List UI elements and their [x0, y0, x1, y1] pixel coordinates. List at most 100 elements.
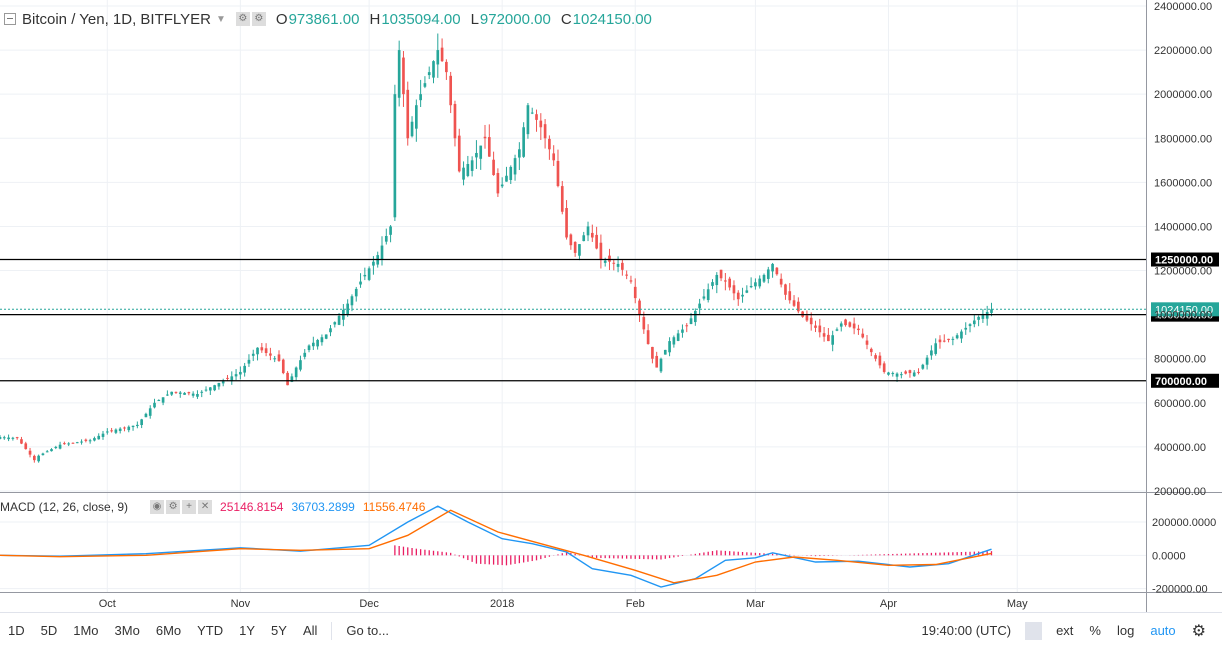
- candle-body: [779, 278, 783, 285]
- level-price-label: 700000.00: [1155, 376, 1207, 388]
- candle-body: [509, 166, 513, 180]
- candle-body: [363, 274, 367, 277]
- range-6mo-button[interactable]: 6Mo: [155, 623, 182, 638]
- candle-body: [951, 338, 955, 340]
- gear-icon[interactable]: ⚙: [1191, 622, 1206, 640]
- toolbar-divider: [331, 621, 333, 640]
- candle-body: [535, 114, 538, 120]
- candle-body: [706, 289, 710, 301]
- time-tick-label: Nov: [231, 598, 251, 610]
- candle-body: [676, 333, 680, 341]
- range-3mo-button[interactable]: 3Mo: [114, 623, 140, 638]
- candle-body: [384, 236, 388, 242]
- candle-body: [436, 50, 440, 65]
- auto-toggle[interactable]: auto: [1150, 623, 1176, 638]
- candle-body: [655, 355, 659, 368]
- time-tick-label: Dec: [359, 598, 379, 610]
- candle-body: [148, 408, 152, 416]
- plus-icon[interactable]: +: [182, 500, 197, 514]
- price-tick-label: 600000.00: [1154, 398, 1206, 410]
- candle-body: [84, 439, 88, 441]
- candle-body: [818, 325, 822, 333]
- candle-body: [964, 327, 968, 330]
- candle-body: [869, 348, 873, 353]
- candle-body: [857, 328, 860, 331]
- candle-body: [608, 255, 611, 262]
- range-5d-button[interactable]: 5D: [40, 623, 58, 638]
- gear-icon[interactable]: ⚙: [166, 500, 181, 514]
- gear-icon[interactable]: ⚙: [251, 12, 266, 26]
- candle-body: [852, 323, 856, 329]
- candle-body: [294, 367, 298, 378]
- candle-body: [621, 262, 624, 270]
- candle-body: [625, 274, 628, 276]
- candle-body: [771, 263, 774, 272]
- last-price-tag: [1151, 302, 1219, 317]
- candle-body: [367, 268, 371, 280]
- clock-time[interactable]: 19:40:00 (UTC): [921, 623, 1012, 638]
- price-tick-label: 1200000.00: [1154, 266, 1212, 278]
- price-tick-label: 400000.00: [1154, 442, 1206, 454]
- chevron-down-icon[interactable]: ▼: [215, 13, 226, 25]
- price-chart[interactable]: 1250000.00 1000000.00 700000.00 1024150.00 2…: [0, 0, 1222, 612]
- candle-body: [659, 358, 663, 372]
- range-ytd-button[interactable]: YTD: [197, 623, 224, 638]
- level-price-tag: [1151, 373, 1219, 388]
- close-icon[interactable]: ✕: [198, 500, 213, 514]
- candle-body: [307, 345, 311, 351]
- candle-body: [101, 433, 105, 437]
- candle-body: [264, 348, 268, 353]
- candle-body: [37, 455, 40, 462]
- candle-body: [977, 316, 980, 320]
- settings-icon[interactable]: ⚙: [235, 12, 250, 26]
- candle-body: [445, 61, 448, 73]
- candle-body: [123, 427, 126, 429]
- candle-body: [715, 274, 719, 286]
- candle-body: [827, 334, 830, 342]
- range-1d-button[interactable]: 1D: [8, 623, 25, 638]
- macd-line-value: 36703.2899: [291, 500, 355, 514]
- candle-body: [582, 235, 586, 242]
- last-price-label: 1024150.00: [1155, 304, 1213, 316]
- candle-body: [745, 290, 749, 293]
- candle-body: [423, 83, 427, 87]
- candle-body: [337, 315, 341, 325]
- candle-body: [586, 226, 590, 236]
- price-tick-label: 2200000.00: [1154, 45, 1212, 57]
- candle-body: [797, 301, 800, 312]
- candle-body: [766, 269, 770, 279]
- log-toggle[interactable]: log: [1116, 623, 1135, 638]
- macd-legend: MACD (12, 26, close, 9) ◉ ⚙ + ✕ 25146.81…: [0, 500, 425, 514]
- time-tick-label: Feb: [626, 598, 645, 610]
- price-tick-label: 1800000.00: [1154, 133, 1212, 145]
- candle-body: [243, 365, 246, 373]
- candle-body: [685, 325, 689, 327]
- candle-body: [354, 288, 358, 297]
- candle-body: [174, 391, 178, 393]
- candle-body: [968, 324, 972, 327]
- candle-body: [324, 334, 328, 339]
- candle-body: [831, 335, 835, 345]
- candle-body: [127, 426, 131, 431]
- candle-body: [530, 112, 534, 114]
- goto-button[interactable]: Go to...: [346, 623, 390, 638]
- ext-toggle[interactable]: ext: [1056, 623, 1074, 638]
- range-5y-button[interactable]: 5Y: [271, 623, 287, 638]
- macd-title[interactable]: MACD (12, 26, close, 9): [0, 500, 129, 514]
- range-1mo-button[interactable]: 1Mo: [73, 623, 99, 638]
- candle-body: [719, 269, 723, 279]
- level-price-label: 1250000.00: [1155, 255, 1213, 267]
- symbol-title[interactable]: Bitcoin / Yen, 1D, BITFLYER: [22, 10, 211, 28]
- range-1y-button[interactable]: 1Y: [239, 623, 256, 638]
- candle-body: [196, 394, 199, 397]
- percent-toggle[interactable]: %: [1089, 623, 1101, 638]
- candle-body: [642, 317, 646, 330]
- candle-body: [693, 310, 697, 323]
- candle-body: [569, 234, 573, 246]
- eye-icon[interactable]: ◉: [150, 500, 165, 514]
- high-label: H: [369, 10, 381, 28]
- close-value: 1024150.00: [572, 10, 652, 28]
- candle-body: [320, 337, 324, 343]
- range-all-button[interactable]: All: [302, 623, 318, 638]
- collapse-pane-icon[interactable]: [4, 13, 16, 25]
